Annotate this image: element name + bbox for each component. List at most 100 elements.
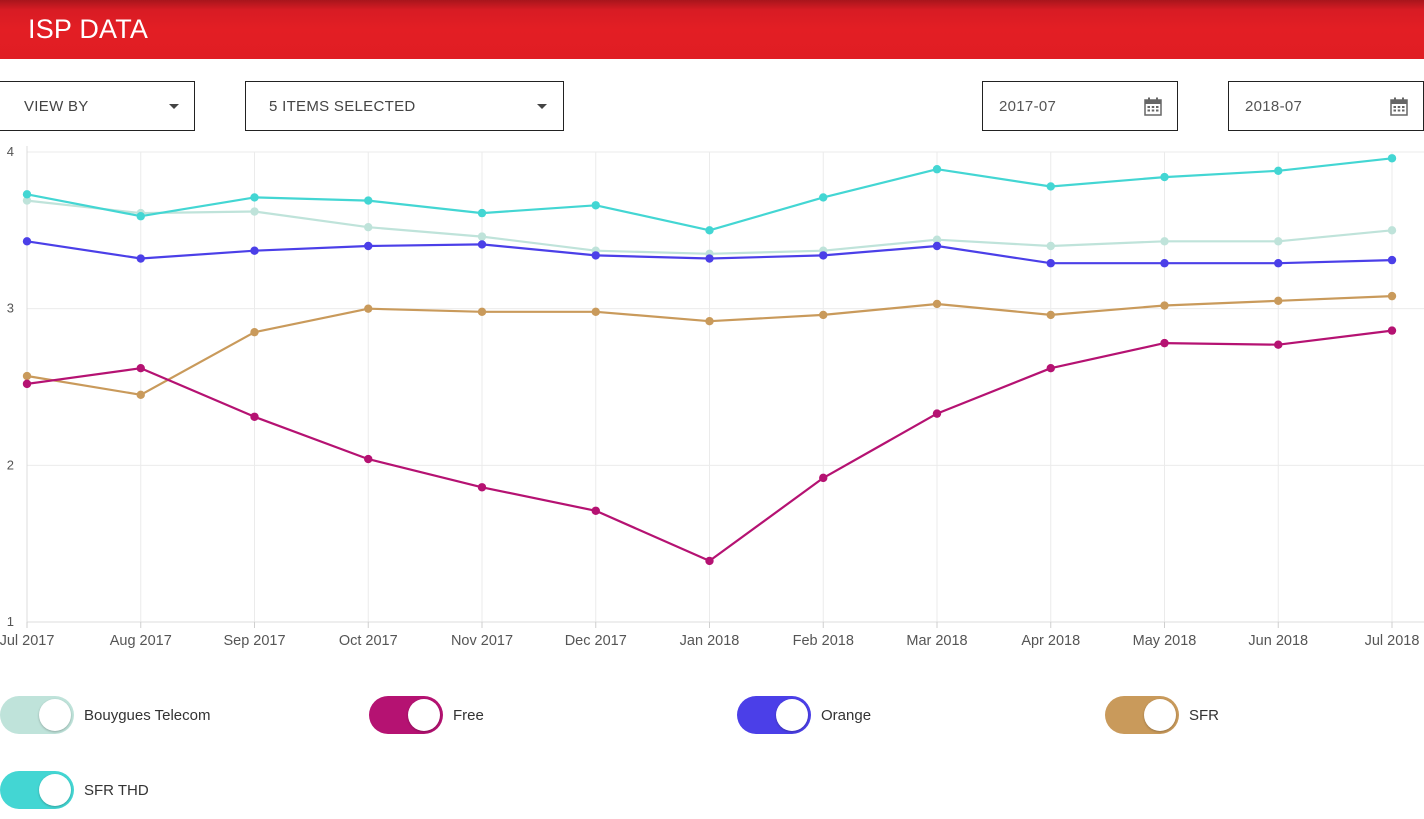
toggle-knob [776,699,808,731]
x-tick-label: Aug 2017 [110,633,172,649]
data-point-bouygues-telecom [1274,237,1283,246]
legend-label: Bouygues Telecom [84,706,211,724]
data-point-sfr-thd [932,165,942,174]
data-point-free [591,506,600,515]
data-point-bouygues-telecom [932,235,942,244]
x-tick-label: Sep 2017 [223,633,285,649]
data-point-orange [932,241,942,251]
data-point-free [1160,338,1169,348]
data-point-free [22,379,32,389]
data-point-sfr-thd [22,190,32,199]
data-point-sfr-thd [1160,172,1169,182]
legend-item-orange[interactable]: Orange [737,696,871,734]
data-point-sfr [591,307,600,316]
data-point-free [250,412,259,421]
data-point-sfr [1046,310,1055,320]
x-tick-label: Nov 2017 [451,633,513,649]
data-point-sfr-thd [477,208,487,218]
toggle-knob [39,699,71,731]
data-point-sfr [819,310,828,320]
data-point-sfr [1160,301,1169,310]
x-tick-label: Dec 2017 [565,633,627,649]
x-tick-label: Apr 2018 [1021,633,1080,649]
toggle-sfr-thd[interactable] [0,771,74,809]
view-by-dropdown[interactable]: VIEW BY [0,81,195,131]
legend-label: Free [453,706,484,724]
y-tick-label: 1 [7,614,14,629]
data-point-free [136,364,145,373]
end-date-input[interactable]: 2018-07 [1228,81,1424,131]
toggle-bouygues-telecom[interactable] [0,696,74,734]
data-point-orange [22,237,32,246]
data-point-sfr [477,307,487,316]
toggle-orange[interactable] [737,696,811,734]
items-selected-label: 5 ITEMS SELECTED [269,97,416,115]
x-tick-label: Mar 2018 [906,633,967,649]
data-point-orange [1274,259,1283,268]
legend-item-sfr-thd[interactable]: SFR THD [0,771,149,809]
data-point-bouygues-telecom [1046,241,1055,251]
isp-line-chart: 1 2 3 4 Jul 2017 Aug 2017 Sep 2017 Oct 2017 Nov … [0,144,1424,649]
end-date-value: 2018-07 [1245,97,1303,115]
data-point-bouygues-telecom [364,223,373,232]
data-point-sfr-thd [364,196,373,205]
legend-item-free[interactable]: Free [369,696,484,734]
calendar-icon[interactable] [1390,97,1408,116]
toggle-sfr[interactable] [1105,696,1179,734]
items-selected-dropdown[interactable]: 5 ITEMS SELECTED [245,81,564,131]
data-point-sfr [364,304,373,313]
data-point-free [819,473,828,483]
data-point-sfr [22,371,32,381]
start-date-value: 2017-07 [999,97,1057,115]
data-point-sfr-thd [705,226,714,235]
data-point-free [477,483,487,492]
chevron-down-icon [169,104,179,109]
calendar-icon[interactable] [1144,97,1162,116]
data-point-free [1387,326,1397,335]
data-point-bouygues-telecom [477,232,487,241]
x-tick-label: Jul 2018 [1365,633,1420,649]
x-tick-label: Jul 2017 [0,633,54,649]
data-point-orange [819,251,828,260]
data-point-orange [1387,255,1397,265]
x-tick-label: Oct 2017 [339,633,398,649]
data-point-free [1046,364,1055,373]
data-point-orange [591,251,600,260]
legend-label: Orange [821,706,872,724]
data-point-orange [250,246,259,255]
x-tick-label: Jun 2018 [1248,633,1308,649]
data-point-bouygues-telecom [1387,226,1397,235]
data-point-orange [705,254,714,263]
page-title: ISP DATA [28,14,149,44]
toggle-knob [39,774,71,806]
toggle-knob [408,699,440,731]
data-point-free [1274,340,1283,349]
data-point-free [364,454,373,464]
data-point-bouygues-telecom [22,196,32,205]
data-point-free [932,409,942,418]
view-by-label: VIEW BY [24,97,89,115]
legend-item-bouygues-telecom[interactable]: Bouygues Telecom [0,696,210,734]
legend-label: SFR [1189,706,1219,724]
data-point-sfr-thd [1274,166,1283,175]
data-point-sfr-thd [1046,182,1055,191]
data-point-sfr [932,299,942,309]
data-point-orange [364,241,373,251]
data-point-sfr [1274,296,1283,306]
data-point-sfr-thd [819,193,828,202]
data-point-free [705,556,714,566]
data-point-bouygues-telecom [1160,237,1169,246]
start-date-input[interactable]: 2017-07 [982,81,1178,131]
legend-label: SFR THD [84,781,149,799]
legend-item-sfr[interactable]: SFR [1105,696,1219,734]
data-point-sfr [250,327,259,337]
y-tick-label: 2 [7,457,14,472]
data-point-orange [1046,259,1055,268]
data-point-orange [1160,259,1169,268]
x-tick-label: Feb 2018 [793,633,854,649]
data-point-sfr-thd [136,212,145,221]
data-point-sfr-thd [250,193,259,202]
toggle-free[interactable] [369,696,443,734]
x-tick-label: May 2018 [1133,633,1197,649]
y-tick-label: 3 [7,301,14,316]
